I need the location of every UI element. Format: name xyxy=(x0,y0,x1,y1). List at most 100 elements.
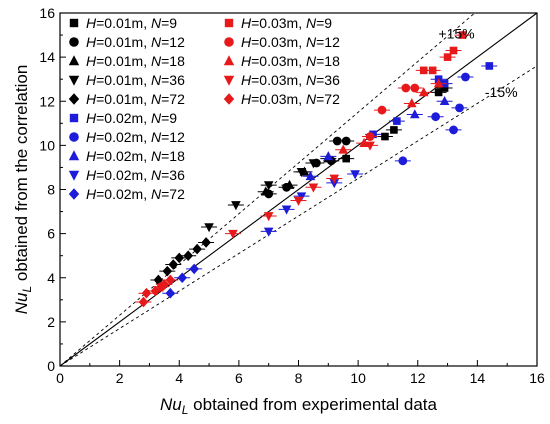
legend-label: H=0.03m, N=18 xyxy=(241,53,340,69)
data-point xyxy=(431,112,441,122)
data-point xyxy=(449,125,458,135)
reference-lines xyxy=(59,12,538,367)
legend-label: H=0.02m, N=72 xyxy=(86,186,185,202)
legend-item: H=0.01m, N=9 xyxy=(69,15,177,31)
x-tick-label: 14 xyxy=(470,370,486,386)
axis-ticks: 0 2 4 6 8 10 12 14 16 0 2 4 6 8 10 12 14 16 xyxy=(39,5,545,386)
data-point xyxy=(168,259,179,270)
data-point xyxy=(443,53,452,61)
legend-label: H=0.02m, N=12 xyxy=(86,129,185,145)
legend-marker xyxy=(69,132,79,142)
data-point xyxy=(165,274,176,286)
data-point xyxy=(305,170,316,181)
x-tick-label: 10 xyxy=(350,370,366,386)
data-point xyxy=(409,109,420,119)
data-point xyxy=(150,285,161,297)
data-point xyxy=(458,31,467,39)
legend: H=0.01m, N=9 H=0.01m, N=12 H=0.01m, N=18 H=… xyxy=(68,15,340,202)
legend-item: H=0.03m, N=12 xyxy=(224,34,340,50)
legend-marker xyxy=(69,37,79,47)
legend-item: H=0.01m, N=36 xyxy=(68,72,185,88)
x-axis-label-sub: L xyxy=(182,403,189,417)
data-point xyxy=(260,186,271,196)
series-4 xyxy=(150,237,215,286)
series-10 xyxy=(415,31,471,75)
data-point xyxy=(433,78,444,88)
legend-label: H=0.03m, N=9 xyxy=(241,15,332,31)
data-point xyxy=(189,263,199,275)
x-tick-label: 6 xyxy=(235,370,243,386)
legend-item: H=0.02m, N=12 xyxy=(69,129,185,145)
data-point xyxy=(162,265,173,277)
reference-line-lower-bound xyxy=(59,65,538,367)
data-points xyxy=(135,31,498,308)
legend-label: H=0.03m, N=12 xyxy=(241,34,340,50)
data-point xyxy=(418,87,429,97)
data-point xyxy=(281,205,292,215)
legend-marker xyxy=(68,75,80,86)
data-point xyxy=(381,132,389,141)
series-14 xyxy=(135,274,179,308)
legend-item: H=0.01m, N=72 xyxy=(68,91,185,107)
data-point xyxy=(406,98,417,108)
data-point xyxy=(359,137,369,147)
legend-item: H=0.02m, N=72 xyxy=(68,186,185,202)
y-axis-label-sub: L xyxy=(20,286,34,293)
x-tick-label: 8 xyxy=(295,370,303,386)
y-tick-label: 4 xyxy=(47,270,55,286)
legend-marker xyxy=(68,188,80,200)
data-point xyxy=(323,151,334,161)
x-axis-label-nu: Nu xyxy=(160,395,182,414)
data-point xyxy=(410,83,420,93)
data-point xyxy=(141,287,152,299)
data-point xyxy=(365,141,375,151)
legend-item: H=0.03m, N=18 xyxy=(223,53,340,69)
data-point xyxy=(159,279,170,290)
reference-line-upper-bound xyxy=(59,12,476,367)
data-point xyxy=(204,223,214,233)
y-tick-label: 0 xyxy=(47,358,55,374)
legend-marker xyxy=(223,55,235,66)
legend-marker xyxy=(223,93,235,105)
data-point xyxy=(263,181,274,191)
y-tick-label: 10 xyxy=(39,137,55,153)
legend-marker xyxy=(69,18,79,28)
series-0 xyxy=(338,84,453,163)
x-tick-label: 12 xyxy=(410,370,426,386)
legend-label: H=0.01m, N=36 xyxy=(86,72,185,88)
upper-bound-label: +15% xyxy=(438,25,474,41)
reference-line-identity xyxy=(59,12,538,367)
data-point xyxy=(308,183,319,193)
data-point xyxy=(296,168,307,178)
legend-label: H=0.01m, N=9 xyxy=(86,15,177,31)
data-point xyxy=(177,272,188,284)
legend-item: H=0.03m, N=36 xyxy=(223,72,340,88)
data-point xyxy=(165,287,176,299)
legend-marker xyxy=(68,170,80,181)
legend-label: H=0.01m, N=72 xyxy=(86,91,185,107)
data-point xyxy=(350,170,360,180)
data-point xyxy=(192,243,202,255)
legend-marker xyxy=(223,75,235,86)
data-point xyxy=(338,144,349,154)
series-12 xyxy=(335,78,447,154)
series-3 xyxy=(201,159,322,233)
data-point xyxy=(393,117,401,125)
x-tick-label: 2 xyxy=(116,370,124,386)
y-tick-label: 2 xyxy=(47,314,55,330)
y-tick-label: 8 xyxy=(47,182,55,198)
data-point xyxy=(439,95,450,106)
legend-marker xyxy=(68,55,80,66)
data-point xyxy=(332,136,342,146)
y-tick-label: 12 xyxy=(39,93,55,109)
legend-item: H=0.02m, N=18 xyxy=(68,148,185,164)
series-9 xyxy=(162,263,203,299)
legend-item: H=0.03m, N=9 xyxy=(224,15,332,31)
data-point xyxy=(329,174,340,184)
legend-label: H=0.03m, N=36 xyxy=(241,72,340,88)
data-point xyxy=(263,227,274,237)
series-13 xyxy=(224,141,379,239)
data-point xyxy=(231,201,241,211)
x-axis-label: NuL obtained from experimental data xyxy=(160,395,438,417)
data-point xyxy=(401,83,411,93)
